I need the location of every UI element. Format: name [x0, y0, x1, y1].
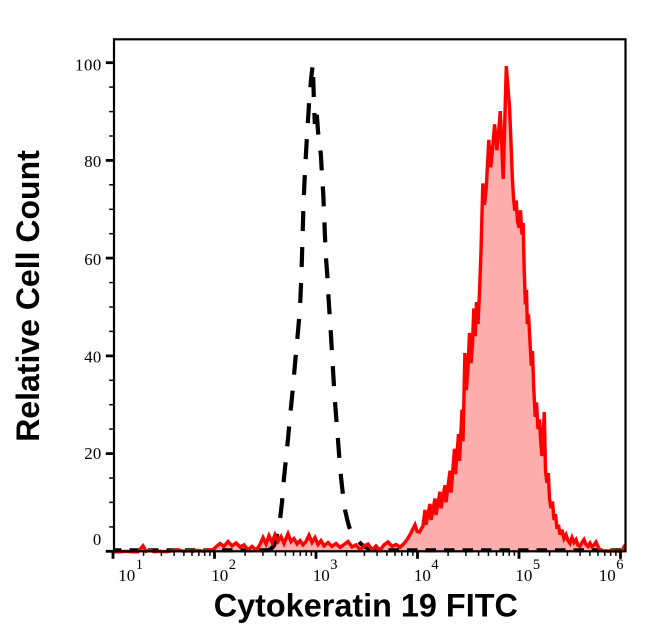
svg-text:0: 0: [93, 530, 101, 549]
svg-text:20: 20: [84, 444, 101, 463]
svg-text:Relative Cell Count: Relative Cell Count: [10, 150, 46, 442]
svg-text:Cytokeratin 19 FITC: Cytokeratin 19 FITC: [214, 588, 518, 624]
svg-text:80: 80: [84, 152, 101, 171]
svg-text:100: 100: [75, 56, 101, 75]
svg-text:60: 60: [84, 250, 101, 269]
svg-text:40: 40: [84, 348, 101, 367]
